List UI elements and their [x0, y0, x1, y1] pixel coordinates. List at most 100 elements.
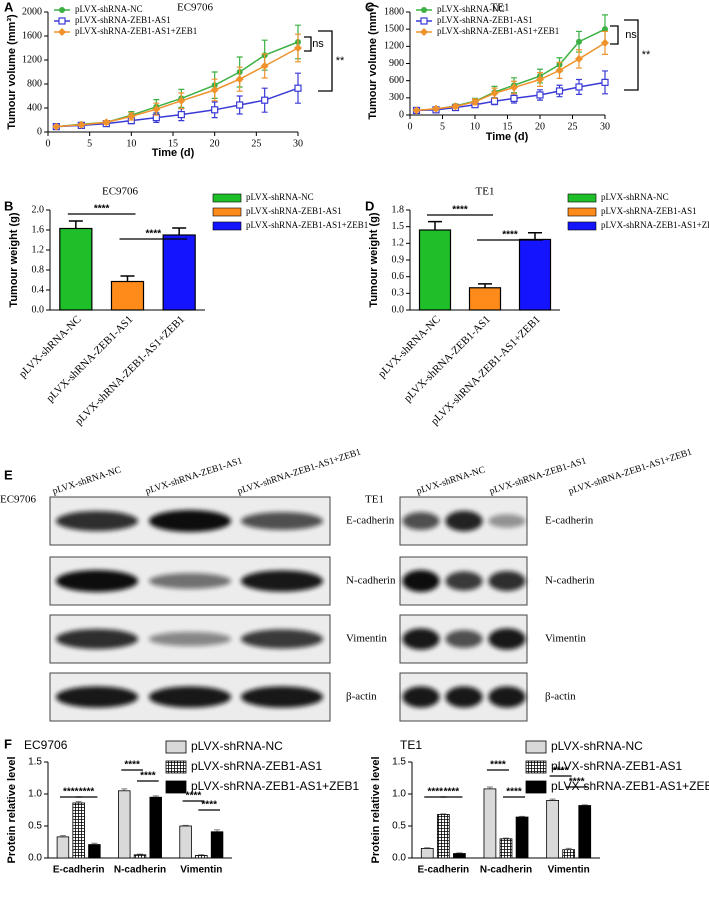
- series-line: [56, 87, 299, 128]
- chart-title: TE1: [491, 2, 510, 14]
- series-line: [416, 81, 606, 112]
- annotation: ****: [94, 204, 110, 215]
- bar: [118, 790, 131, 859]
- blot-band: [402, 628, 440, 650]
- y-tick-label: 0.0: [28, 853, 42, 864]
- x-tick-label: 30: [600, 121, 610, 132]
- x-tick-label: 10: [126, 138, 136, 149]
- y-axis-label: Protein relative level: [370, 757, 382, 864]
- legend-label: pLVX-shRNA-NC: [437, 4, 505, 14]
- marker: [210, 86, 219, 94]
- x-tick-label: 25: [568, 121, 578, 132]
- legend-swatch: [567, 207, 597, 217]
- blot-band: [55, 629, 139, 649]
- blot-band: [402, 570, 440, 592]
- annotation: ns: [625, 29, 637, 41]
- legend-label: pLVX-shRNA-ZEB1-AS1+ZEB1: [551, 779, 709, 793]
- blot-band: [148, 510, 232, 532]
- legend-label: pLVX-shRNA-ZEB1-AS1: [246, 206, 342, 216]
- y-axis-label: Tumour weight (g): [8, 212, 20, 307]
- annotation: ****: [201, 800, 217, 811]
- legend-swatch: [212, 193, 242, 203]
- panel-letter: E: [4, 467, 13, 482]
- y-tick-label: 1200: [22, 54, 42, 65]
- bracket: [624, 19, 639, 91]
- bar: [56, 836, 70, 859]
- cell-line-label: TE1: [365, 494, 384, 506]
- annotation: ****: [63, 787, 79, 798]
- legend-label: pLVX-shRNA-ZEB1-AS1+ZEB1: [75, 26, 197, 36]
- marker: [432, 104, 440, 113]
- bar: [483, 788, 497, 859]
- marker: [236, 101, 244, 109]
- marker: [412, 106, 421, 115]
- legend-swatch: [165, 760, 187, 774]
- bar: [562, 849, 576, 859]
- legend-label: pLVX-shRNA-ZEB1-AS1+ZEB1: [191, 779, 360, 793]
- bar: [59, 227, 93, 311]
- legend-label: pLVX-shRNA-NC: [551, 739, 643, 753]
- y-tick-label: 1600: [22, 30, 42, 41]
- marker: [536, 91, 544, 99]
- y-tick-label: 600: [389, 75, 404, 86]
- y-axis-label: Protein relative level: [6, 757, 18, 864]
- protein-label: N-cadherin: [545, 575, 595, 587]
- legend-marker: [420, 28, 428, 36]
- blot-band: [488, 628, 526, 650]
- blot-band: [148, 631, 232, 647]
- y-tick-label: 0.0: [32, 304, 45, 315]
- y-tick-label: 1.2: [32, 244, 45, 255]
- legend-label: pLVX-shRNA-ZEB1-AS1: [75, 15, 171, 25]
- annotation: ****: [553, 766, 569, 777]
- annotation: **: [642, 49, 651, 61]
- annotation: ****: [124, 760, 140, 771]
- x-axis-label: Time (d): [152, 147, 195, 159]
- y-tick-label: 1.0: [28, 789, 42, 800]
- y-tick-label: 0.8: [32, 264, 45, 275]
- lane-label: pLVX-shRNA-ZEB1-AS1+ZEB1: [568, 447, 694, 496]
- series-line: [416, 42, 606, 112]
- marker: [52, 122, 61, 131]
- y-tick-label: 1.5: [392, 221, 405, 232]
- y-tick-label: 2000: [22, 6, 42, 17]
- protein-label: β-actin: [346, 691, 377, 703]
- bar: [418, 229, 452, 311]
- bracket: [304, 36, 312, 52]
- annotation: ****: [506, 787, 522, 798]
- bar: [133, 854, 147, 859]
- bar: [195, 855, 208, 859]
- protein-label: Vimentin: [545, 633, 586, 645]
- protein-label: β-actin: [545, 691, 576, 703]
- annotation: ****: [444, 787, 460, 798]
- legend-label: pLVX-shRNA-NC: [601, 192, 669, 202]
- bar: [88, 844, 101, 859]
- bar: [515, 816, 529, 859]
- y-tick-label: 1200: [384, 41, 404, 52]
- x-tick-label: 20: [210, 138, 220, 149]
- marker: [510, 94, 518, 103]
- marker: [575, 83, 583, 91]
- bar: [453, 853, 466, 859]
- blot-band: [445, 630, 483, 648]
- legend-marker: [421, 7, 427, 13]
- annotation: ****: [428, 787, 444, 798]
- annotation: ****: [79, 787, 95, 798]
- x-tick-label: 20: [535, 121, 545, 132]
- x-tick-label: pLVX-shRNA-ZEB1-AS1: [44, 313, 135, 404]
- x-tick-label: E-cadherin: [53, 865, 105, 876]
- marker: [555, 87, 564, 95]
- blot-band: [402, 686, 440, 708]
- bar: [72, 802, 85, 859]
- bar: [210, 831, 224, 859]
- legend-swatch: [525, 740, 547, 754]
- y-tick-label: 800: [27, 78, 42, 89]
- legend-marker: [420, 17, 428, 25]
- legend-label: pLVX-shRNA-ZEB1-AS1: [437, 15, 533, 25]
- y-tick-label: 1.2: [392, 238, 405, 249]
- blot-band: [55, 570, 139, 592]
- x-tick-label: 0: [46, 138, 51, 149]
- marker: [555, 66, 564, 75]
- legend-swatch: [567, 221, 597, 231]
- bar: [518, 238, 552, 311]
